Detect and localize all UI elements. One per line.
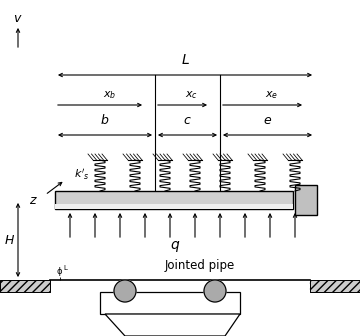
Text: $c$: $c$ xyxy=(183,114,192,126)
Text: $k'_s$: $k'_s$ xyxy=(74,168,90,182)
Text: $z$: $z$ xyxy=(28,194,37,207)
Circle shape xyxy=(204,280,226,302)
Text: Jointed pipe: Jointed pipe xyxy=(165,258,235,271)
Bar xyxy=(55,204,293,209)
Text: $q$: $q$ xyxy=(170,239,180,253)
Bar xyxy=(100,292,240,314)
Text: $v$: $v$ xyxy=(13,11,23,25)
Bar xyxy=(0,280,50,292)
Text: $x_c$: $x_c$ xyxy=(185,89,198,101)
Text: $L$: $L$ xyxy=(181,53,189,67)
Bar xyxy=(295,185,317,215)
Bar xyxy=(0,280,50,292)
Text: $H$: $H$ xyxy=(4,234,15,247)
Text: $x_e$: $x_e$ xyxy=(265,89,279,101)
Bar xyxy=(310,280,360,292)
Text: $e$: $e$ xyxy=(263,114,272,126)
Text: $\mathsf{\phi}$: $\mathsf{\phi}$ xyxy=(57,265,63,279)
Text: $x_b$: $x_b$ xyxy=(103,89,117,101)
Text: $b$: $b$ xyxy=(100,113,110,127)
Circle shape xyxy=(114,280,136,302)
Text: L: L xyxy=(63,265,67,271)
Bar xyxy=(55,191,293,209)
Bar xyxy=(310,280,360,292)
Polygon shape xyxy=(105,314,240,336)
